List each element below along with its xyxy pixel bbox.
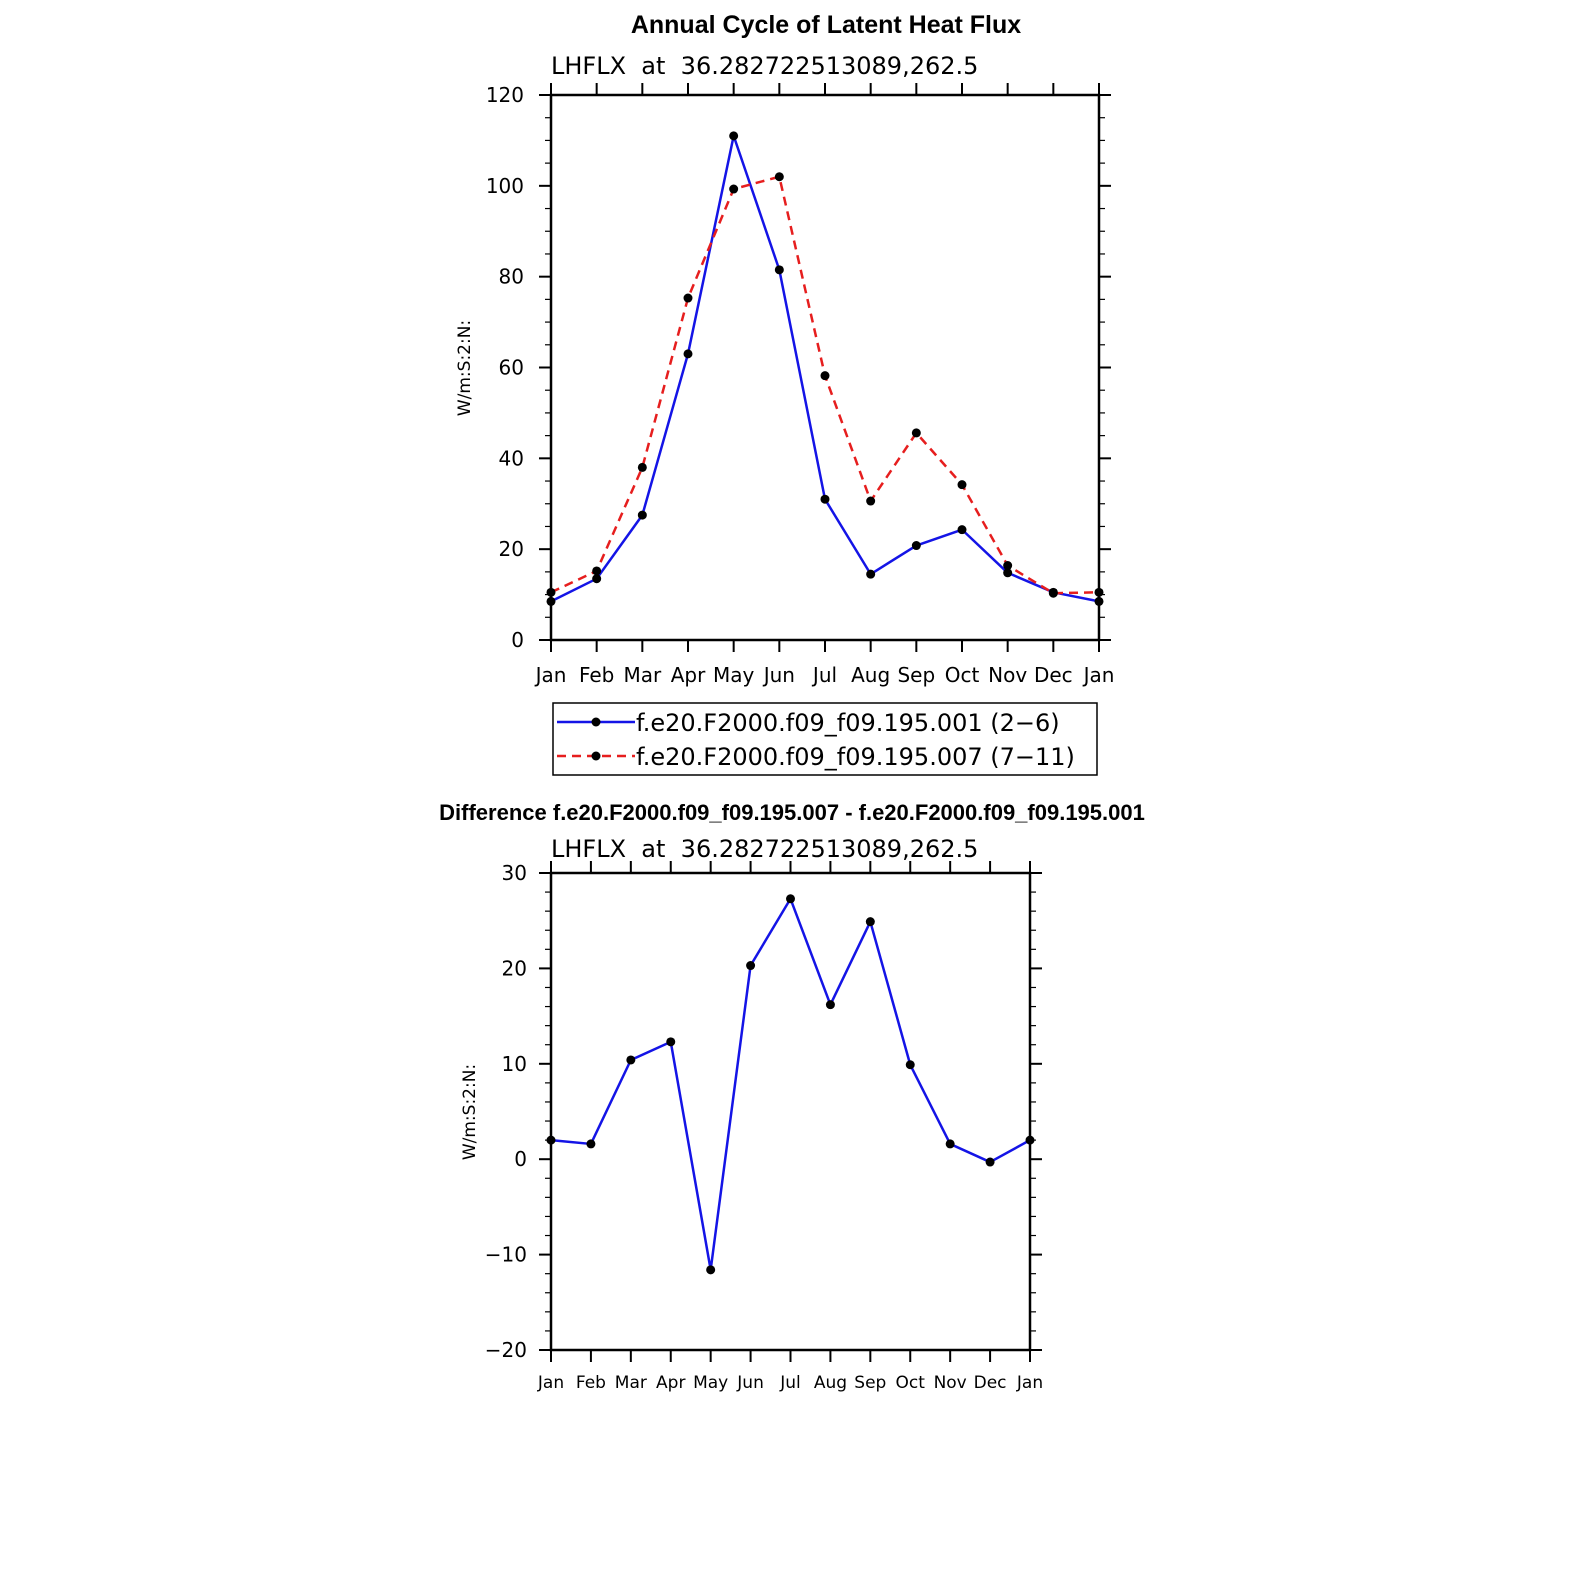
y-tick-label: 60 bbox=[499, 356, 524, 380]
data-point bbox=[729, 184, 739, 194]
x-tick-label: Dec bbox=[1034, 663, 1073, 687]
x-tick-label: Nov bbox=[934, 1373, 967, 1393]
x-tick-label: Jun bbox=[762, 663, 795, 687]
data-point bbox=[985, 1157, 995, 1167]
x-tick-label: May bbox=[713, 663, 755, 687]
y-tick-label: 80 bbox=[499, 265, 524, 289]
x-tick-label: Apr bbox=[671, 663, 706, 687]
data-point bbox=[957, 525, 967, 535]
data-point bbox=[546, 596, 556, 606]
data-point bbox=[1094, 587, 1104, 597]
y-tick-label: 0 bbox=[514, 1147, 527, 1171]
x-tick-label: Sep bbox=[897, 663, 935, 687]
data-point bbox=[1048, 588, 1058, 598]
data-point bbox=[746, 961, 756, 971]
legend-marker-series2 bbox=[591, 751, 601, 761]
x-tick-label: Feb bbox=[579, 663, 614, 687]
data-point bbox=[957, 480, 967, 490]
data-point bbox=[546, 1135, 556, 1145]
x-tick-label: Oct bbox=[896, 1373, 926, 1393]
data-point bbox=[911, 541, 921, 551]
data-point bbox=[866, 569, 876, 579]
x-tick-label: Aug bbox=[851, 663, 890, 687]
data-point bbox=[592, 574, 602, 584]
x-tick-label: Jan bbox=[1082, 663, 1115, 687]
x-tick-label: Mar bbox=[615, 1373, 647, 1393]
legend-marker-series1 bbox=[591, 717, 601, 727]
chart1-subtitle: LHFLX at 36.282722513089,262.5 bbox=[551, 52, 978, 80]
data-point bbox=[637, 510, 647, 520]
chart2-title: Difference f.e20.F2000.f09_f09.195.007 -… bbox=[439, 800, 1145, 825]
x-tick-label: Jan bbox=[537, 1373, 564, 1393]
x-tick-label: Nov bbox=[988, 663, 1027, 687]
data-point bbox=[637, 462, 647, 472]
chart1-ylabel: W/m:S:2:N: bbox=[455, 320, 475, 416]
data-point bbox=[1003, 568, 1013, 578]
x-tick-label: Apr bbox=[656, 1373, 685, 1393]
data-point bbox=[586, 1139, 596, 1149]
series-line-1 bbox=[550, 134, 1100, 603]
chart2-ylabel: W/m:S:2:N: bbox=[460, 1064, 480, 1160]
x-tick-label: May bbox=[693, 1373, 728, 1393]
data-point bbox=[786, 894, 795, 904]
y-tick-label: 120 bbox=[486, 83, 524, 107]
x-tick-label: Sep bbox=[854, 1373, 886, 1393]
data-point bbox=[666, 1037, 676, 1047]
data-point bbox=[865, 917, 875, 927]
chart2-subtitle: LHFLX at 36.282722513089,262.5 bbox=[551, 835, 978, 863]
x-tick-label: Oct bbox=[945, 663, 980, 687]
y-tick-label: 10 bbox=[502, 1052, 527, 1076]
data-point bbox=[1025, 1135, 1035, 1145]
data-point bbox=[905, 1060, 915, 1070]
data-point bbox=[820, 494, 830, 504]
legend-label-series2: f.e20.F2000.f09_f09.195.007 (7−11) bbox=[636, 743, 1075, 771]
series-line-1 bbox=[550, 897, 1031, 1272]
y-tick-label: −20 bbox=[485, 1338, 527, 1362]
x-tick-label: Mar bbox=[623, 663, 662, 687]
data-point bbox=[626, 1055, 636, 1065]
data-point bbox=[546, 587, 556, 597]
data-point bbox=[866, 496, 876, 506]
data-point bbox=[774, 265, 784, 275]
data-point bbox=[683, 349, 693, 359]
legend-label-series1: f.e20.F2000.f09_f09.195.001 (2−6) bbox=[636, 709, 1060, 737]
chart1-plot: 0 20 40 60 80 100 120 Jan Feb Mar Apr May Jun Jul Aug S… bbox=[486, 83, 1115, 687]
data-point bbox=[592, 566, 602, 576]
chart2-plot: −20 −10 0 10 20 30 Jan Feb Mar Apr May Jun Jul Aug Sep… bbox=[485, 861, 1043, 1393]
x-tick-label: Jul bbox=[811, 663, 837, 687]
y-tick-label: 100 bbox=[486, 174, 524, 198]
y-tick-label: −10 bbox=[485, 1243, 527, 1267]
y-tick-label: 20 bbox=[499, 537, 524, 561]
x-tick-label: Jul bbox=[779, 1373, 801, 1393]
data-point bbox=[683, 293, 693, 303]
data-point bbox=[774, 172, 784, 182]
chart1-title: Annual Cycle of Latent Heat Flux bbox=[631, 11, 1021, 39]
x-tick-label: Jan bbox=[534, 663, 567, 687]
x-tick-label: Jan bbox=[1016, 1373, 1043, 1393]
y-tick-label: 40 bbox=[499, 446, 524, 470]
x-tick-label: Aug bbox=[814, 1373, 847, 1393]
data-point bbox=[825, 1000, 835, 1010]
data-point bbox=[820, 371, 830, 381]
plot-frame bbox=[549, 93, 1101, 642]
data-point bbox=[1003, 561, 1013, 571]
series-line-2 bbox=[550, 175, 1100, 595]
y-tick-label: 30 bbox=[502, 861, 527, 885]
chart1-legend: f.e20.F2000.f09_f09.195.001 (2−6) f.e20.… bbox=[552, 702, 1098, 776]
data-point bbox=[911, 428, 921, 438]
data-point bbox=[1094, 596, 1104, 606]
legend-box bbox=[552, 702, 1098, 776]
data-point bbox=[945, 1139, 955, 1149]
data-point bbox=[729, 131, 739, 141]
x-tick-label: Dec bbox=[974, 1373, 1007, 1393]
y-tick-label: 0 bbox=[511, 628, 524, 652]
x-tick-label: Feb bbox=[576, 1373, 606, 1393]
data-point bbox=[706, 1265, 716, 1275]
plot-frame bbox=[549, 871, 1032, 1352]
x-tick-label: Jun bbox=[736, 1373, 764, 1393]
y-tick-label: 20 bbox=[502, 956, 527, 980]
